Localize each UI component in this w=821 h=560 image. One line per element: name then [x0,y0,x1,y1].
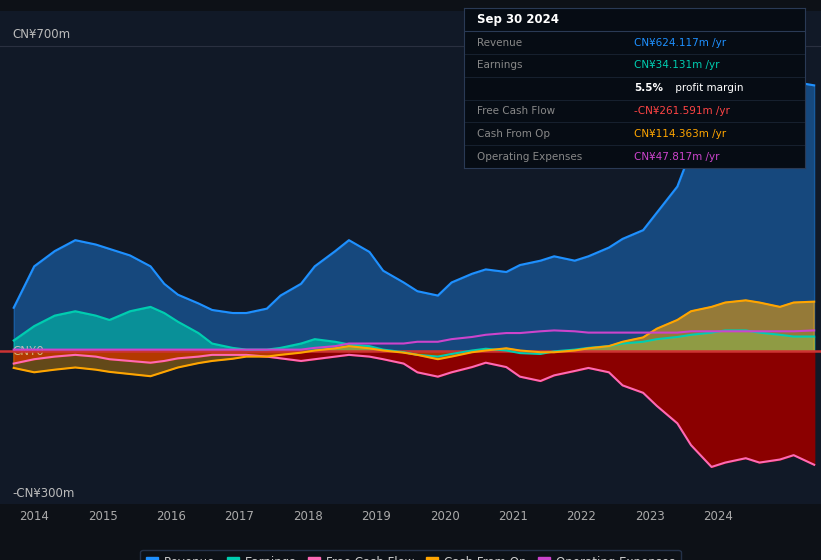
Text: -CN¥261.591m /yr: -CN¥261.591m /yr [635,106,730,116]
Text: CN¥34.131m /yr: CN¥34.131m /yr [635,60,720,71]
Text: Operating Expenses: Operating Expenses [478,152,583,162]
Text: CN¥114.363m /yr: CN¥114.363m /yr [635,129,727,139]
Text: Earnings: Earnings [478,60,523,71]
Text: Cash From Op: Cash From Op [478,129,551,139]
Legend: Revenue, Earnings, Free Cash Flow, Cash From Op, Operating Expenses: Revenue, Earnings, Free Cash Flow, Cash … [140,550,681,560]
Text: Revenue: Revenue [478,38,523,48]
Text: CN¥624.117m /yr: CN¥624.117m /yr [635,38,727,48]
Text: Free Cash Flow: Free Cash Flow [478,106,556,116]
Text: CN¥47.817m /yr: CN¥47.817m /yr [635,152,720,162]
Text: -CN¥300m: -CN¥300m [12,487,75,500]
Text: Sep 30 2024: Sep 30 2024 [478,13,559,26]
Text: CN¥0: CN¥0 [12,345,44,358]
Text: CN¥700m: CN¥700m [12,28,71,41]
Text: profit margin: profit margin [672,83,743,93]
Text: 5.5%: 5.5% [635,83,663,93]
